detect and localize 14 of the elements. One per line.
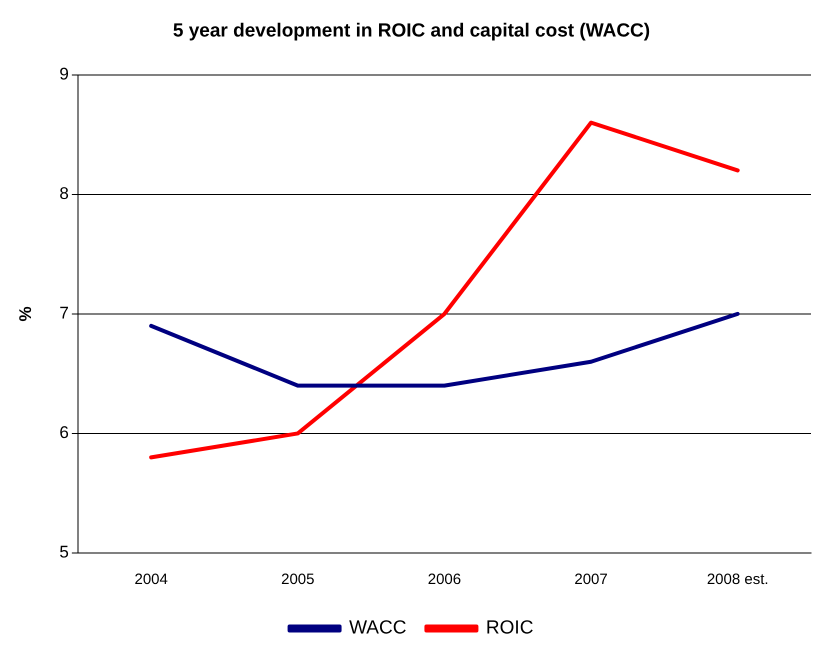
y-tick-label: 7 xyxy=(59,304,69,323)
x-tick-label: 2006 xyxy=(428,571,462,588)
legend-label: ROIC xyxy=(486,618,534,639)
x-tick-label: 2005 xyxy=(281,571,314,588)
y-tick-label: 6 xyxy=(59,423,69,442)
x-tick-label: 2007 xyxy=(574,571,608,588)
y-tick-label: 8 xyxy=(59,184,69,204)
x-tick-label: 2008 est. xyxy=(706,571,769,588)
x-tick-label: 2004 xyxy=(134,571,168,588)
y-tick-label: 5 xyxy=(59,542,69,562)
y-tick-label: 9 xyxy=(59,64,69,84)
chart-title: 5 year development in ROIC and capital cost (WACC) xyxy=(172,20,650,42)
y-axis-title: % xyxy=(16,306,35,322)
legend-label: WACC xyxy=(349,618,406,639)
